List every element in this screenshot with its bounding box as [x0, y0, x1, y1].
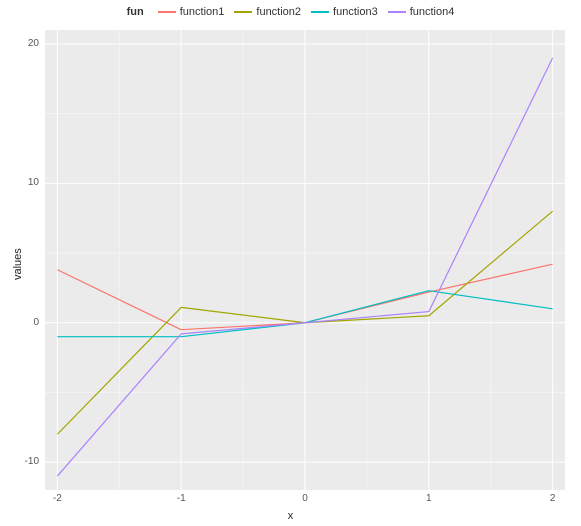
- legend-label: function2: [256, 6, 301, 18]
- legend-line-icon: [234, 11, 252, 13]
- x-axis-label: x: [0, 510, 581, 522]
- y-axis-label: values: [12, 248, 24, 280]
- x-tick-label: 2: [543, 494, 563, 504]
- legend-item: function4: [388, 6, 455, 18]
- plot-svg: [45, 30, 565, 490]
- x-tick-label: -1: [171, 494, 191, 504]
- x-tick-label: 1: [419, 494, 439, 504]
- legend-title: fun: [127, 6, 144, 18]
- legend-item: function2: [234, 6, 301, 18]
- legend-line-icon: [388, 11, 406, 13]
- chart-container: fun function1 function2 function3 functi…: [0, 0, 581, 526]
- legend-label: function1: [180, 6, 225, 18]
- y-tick-label: 0: [33, 318, 39, 328]
- legend-label: function4: [410, 6, 455, 18]
- legend-swatch: [158, 6, 176, 18]
- legend-swatch: [311, 6, 329, 18]
- legend-label: function3: [333, 6, 378, 18]
- legend-line-icon: [158, 11, 176, 13]
- y-tick-label: 10: [28, 178, 39, 188]
- y-tick-label: -10: [25, 457, 39, 467]
- legend-item: function1: [158, 6, 225, 18]
- legend-item: function3: [311, 6, 378, 18]
- legend-swatch: [388, 6, 406, 18]
- y-tick-label: 20: [28, 39, 39, 49]
- legend-swatch: [234, 6, 252, 18]
- x-tick-label: 0: [295, 494, 315, 504]
- legend-line-icon: [311, 11, 329, 13]
- x-tick-label: -2: [47, 494, 67, 504]
- legend: fun function1 function2 function3 functi…: [0, 6, 581, 18]
- plot-area: [45, 30, 565, 490]
